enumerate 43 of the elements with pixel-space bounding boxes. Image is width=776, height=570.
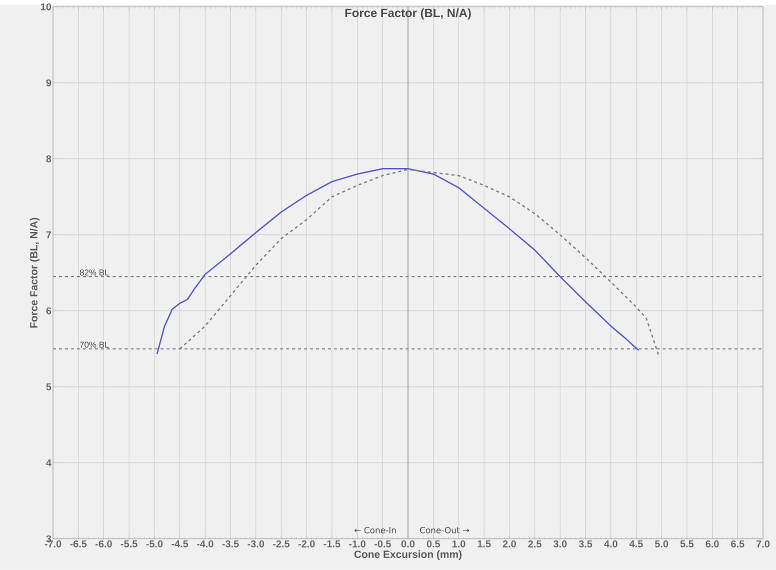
ref-line-label: 70% BL — [80, 342, 109, 348]
x-tick-label: 3.5 — [578, 540, 592, 548]
x-tick-label: -1.5 — [324, 540, 340, 548]
x-tick-label: 2.5 — [528, 540, 542, 548]
x-tick-label: -6.0 — [96, 540, 112, 548]
x-tick-label: 1.5 — [478, 540, 491, 548]
x-tick-label: 4.0 — [604, 540, 618, 548]
y-tick-label: 4 — [46, 459, 52, 466]
y-tick-label: 5 — [46, 383, 52, 390]
x-tick-label: 0.0 — [401, 540, 415, 548]
x-tick-label: -5.5 — [120, 540, 138, 548]
chart-title: Force Factor (BL, N/A) — [345, 8, 471, 20]
annotation: ← Cone-In — [354, 527, 396, 534]
x-tick-label: 1.0 — [452, 540, 466, 548]
x-tick-label: 6.0 — [706, 540, 719, 548]
x-tick-label: -2.5 — [273, 540, 290, 548]
y-tick-label: 6 — [46, 307, 52, 314]
y-axis-title: Force Factor (BL, N/A) — [30, 218, 40, 328]
x-tick-label: -4.0 — [196, 540, 214, 548]
x-axis-title: Cone Excursion (mm) — [354, 550, 462, 560]
x-tick-label: 0.5 — [426, 540, 440, 548]
x-tick-label: 2.0 — [502, 540, 516, 548]
x-tick-label: -4.5 — [172, 540, 188, 548]
y-tick-label: 8 — [46, 155, 52, 162]
y-tick-label: 7 — [46, 231, 52, 238]
y-tick-label: 10 — [41, 3, 52, 10]
x-tick-label: 6.5 — [731, 540, 744, 548]
x-tick-label: -3.5 — [222, 540, 239, 548]
x-tick-label: -7.0 — [44, 540, 62, 548]
x-tick-label: 7.0 — [756, 540, 770, 548]
y-tick-label: 9 — [46, 79, 52, 86]
x-tick-label: 4.5 — [629, 540, 643, 548]
x-tick-label: 5.5 — [680, 540, 694, 548]
x-tick-label: -1.0 — [349, 540, 366, 548]
annotation: Cone-Out → — [420, 527, 470, 534]
x-tick-label: 3.0 — [553, 540, 567, 548]
x-tick-label: -2.0 — [298, 540, 315, 548]
x-tick-label: -6.5 — [70, 540, 87, 548]
ref-line-label: 82% BL — [80, 270, 109, 276]
x-tick-label: -5.0 — [146, 540, 163, 548]
x-tick-label: -3.0 — [248, 540, 264, 548]
x-tick-label: 5.0 — [654, 540, 668, 548]
x-tick-label: -0.5 — [374, 540, 391, 548]
